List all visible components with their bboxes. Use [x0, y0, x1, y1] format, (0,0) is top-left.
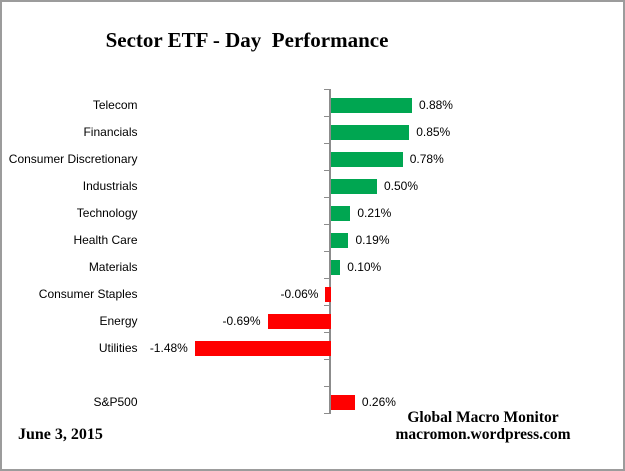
value-label-consumer-discretionary: 0.78%: [409, 151, 444, 166]
axis-tick: [324, 169, 331, 171]
category-label-consumer-discretionary: Consumer Discretionary: [8, 151, 138, 166]
axis-tick: [324, 304, 331, 306]
value-label-industrials: 0.50%: [384, 178, 419, 193]
bar-consumer-staples: [325, 286, 331, 302]
bar-industrials: [331, 178, 377, 194]
category-label-s-p500: S&P500: [93, 394, 138, 409]
category-label-consumer-staples: Consumer Staples: [38, 286, 138, 301]
bar-utilities: [194, 340, 331, 356]
axis-tick: [324, 115, 331, 117]
value-label-health-care: 0.19%: [355, 232, 390, 247]
category-label-health-care: Health Care: [73, 232, 138, 247]
category-label-industrials: Industrials: [82, 178, 138, 193]
value-label-utilities: -1.48%: [149, 340, 188, 355]
value-label-telecom: 0.88%: [418, 98, 453, 112]
bar-technology: [331, 205, 351, 221]
axis-tick: [324, 358, 331, 360]
axis-tick: [324, 196, 331, 198]
chart-title: Sector ETF - Day Performance: [105, 28, 389, 52]
credit-block: Global Macro Monitor macromon.wordpress.…: [337, 409, 625, 443]
axis-tick: [324, 223, 331, 225]
value-label-s-p500: 0.26%: [361, 394, 396, 409]
category-label-technology: Technology: [76, 205, 138, 220]
axis-tick: [324, 277, 331, 279]
bar-health-care: [331, 232, 349, 248]
bar-s-p500: [331, 394, 355, 410]
value-label-technology: 0.21%: [357, 205, 392, 220]
category-label-utilities: Utilities: [98, 340, 138, 355]
category-label-materials: Materials: [88, 259, 138, 274]
category-label-energy: Energy: [99, 313, 138, 328]
bar-consumer-discretionary: [331, 151, 403, 167]
bar-energy: [267, 313, 331, 329]
axis-tick: [324, 331, 331, 333]
credit-line2: macromon.wordpress.com: [395, 425, 571, 443]
value-label-financials: 0.85%: [416, 124, 451, 139]
value-label-consumer-staples: -0.06%: [280, 286, 319, 301]
bar-financials: [331, 124, 410, 140]
bar-materials: [331, 259, 341, 275]
date-label: June 3, 2015: [18, 426, 103, 443]
credit-line1: Global Macro Monitor: [407, 409, 559, 426]
category-label-telecom: Telecom: [92, 98, 138, 112]
value-label-energy: -0.69%: [222, 313, 261, 328]
value-label-materials: 0.10%: [347, 259, 382, 274]
bar-telecom: [331, 98, 412, 113]
axis-tick: [324, 385, 331, 387]
axis-tick: [324, 250, 331, 252]
axis-tick: [324, 142, 331, 144]
axis-tick: [324, 412, 331, 414]
axis-tick: [324, 89, 331, 90]
category-label-financials: Financials: [83, 124, 138, 139]
